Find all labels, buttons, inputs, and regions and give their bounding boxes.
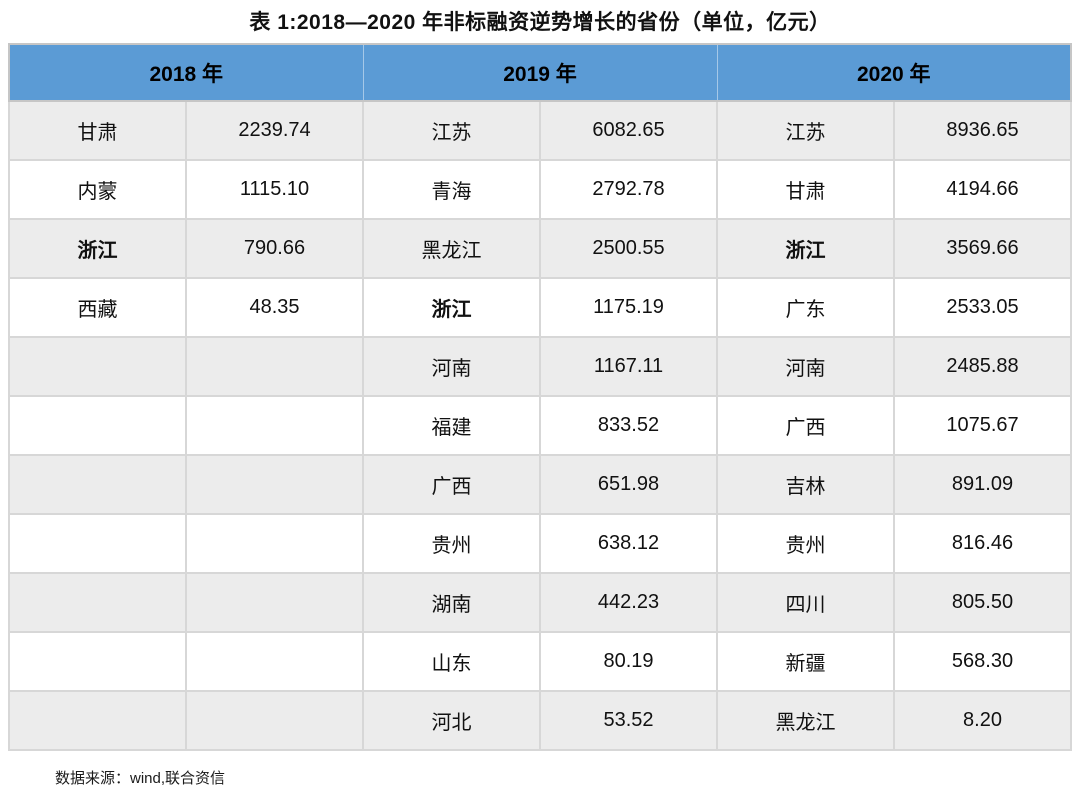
value-cell [185,513,364,574]
value-cell: 1175.19 [539,277,718,338]
province-cell [8,513,187,574]
province-cell: 黑龙江 [716,690,895,751]
table-row: 福建 833.52 广西 1075.67 [8,395,1072,456]
province-cell [8,572,187,633]
table-row: 浙江 790.66 黑龙江 2500.55 浙江 3569.66 [8,218,1072,279]
value-cell [185,454,364,515]
table-header: 2018 年 2019 年 2020 年 [8,44,1072,102]
value-cell: 1167.11 [539,336,718,397]
province-cell: 浙江 [8,218,187,279]
value-cell: 805.50 [893,572,1072,633]
province-cell [8,631,187,692]
value-cell [185,572,364,633]
table-row: 西藏 48.35 浙江 1175.19 广东 2533.05 [8,277,1072,338]
page-title: 表 1:2018—2020 年非标融资逆势增长的省份（单位，亿元） [249,11,831,34]
province-cell: 河南 [716,336,895,397]
table-row: 湖南 442.23 四川 805.50 [8,572,1072,633]
province-cell: 江苏 [716,100,895,161]
province-cell: 山东 [362,631,541,692]
value-cell: 2533.05 [893,277,1072,338]
provinces-table: 2018 年 2019 年 2020 年 甘肃 2239.74 江苏 6082.65 江… [8,43,1072,751]
table-row: 河南 1167.11 河南 2485.88 [8,336,1072,397]
province-cell: 吉林 [716,454,895,515]
province-cell: 广西 [362,454,541,515]
province-cell: 青海 [362,159,541,220]
year-header-2019: 2019 年 [362,44,718,102]
value-cell: 2485.88 [893,336,1072,397]
value-cell: 2792.78 [539,159,718,220]
province-cell: 浙江 [716,218,895,279]
header-row: 2018 年 2019 年 2020 年 [8,44,1072,102]
province-cell: 贵州 [362,513,541,574]
value-cell: 790.66 [185,218,364,279]
value-cell: 816.46 [893,513,1072,574]
value-cell: 1075.67 [893,395,1072,456]
province-cell: 甘肃 [716,159,895,220]
province-cell: 福建 [362,395,541,456]
value-cell: 568.30 [893,631,1072,692]
province-cell: 西藏 [8,277,187,338]
value-cell: 6082.65 [539,100,718,161]
value-cell: 638.12 [539,513,718,574]
value-cell: 4194.66 [893,159,1072,220]
value-cell: 2500.55 [539,218,718,279]
province-cell: 广东 [716,277,895,338]
province-cell: 新疆 [716,631,895,692]
province-cell: 四川 [716,572,895,633]
province-cell: 广西 [716,395,895,456]
year-header-2018: 2018 年 [8,44,364,102]
value-cell: 891.09 [893,454,1072,515]
value-cell [185,395,364,456]
province-cell [8,690,187,751]
province-cell: 黑龙江 [362,218,541,279]
table-row: 河北 53.52 黑龙江 8.20 [8,690,1072,751]
source-note: 数据来源：wind,联合资信 [55,770,226,787]
year-header-2020: 2020 年 [716,44,1072,102]
table-row: 内蒙 1115.10 青海 2792.78 甘肃 4194.66 [8,159,1072,220]
value-cell: 1115.10 [185,159,364,220]
value-cell: 651.98 [539,454,718,515]
province-cell: 湖南 [362,572,541,633]
value-cell: 3569.66 [893,218,1072,279]
value-cell: 8936.65 [893,100,1072,161]
table-row: 山东 80.19 新疆 568.30 [8,631,1072,692]
value-cell: 48.35 [185,277,364,338]
province-cell [8,454,187,515]
value-cell: 833.52 [539,395,718,456]
table-body: 甘肃 2239.74 江苏 6082.65 江苏 8936.65 内蒙 1115.10 青海 27… [8,100,1072,751]
province-cell [8,336,187,397]
value-cell: 8.20 [893,690,1072,751]
value-cell: 80.19 [539,631,718,692]
value-cell: 2239.74 [185,100,364,161]
province-cell: 河南 [362,336,541,397]
value-cell [185,690,364,751]
province-cell: 甘肃 [8,100,187,161]
province-cell [8,395,187,456]
province-cell: 浙江 [362,277,541,338]
value-cell [185,631,364,692]
province-cell: 河北 [362,690,541,751]
table-row: 贵州 638.12 贵州 816.46 [8,513,1072,574]
value-cell: 53.52 [539,690,718,751]
province-cell: 贵州 [716,513,895,574]
table-row: 广西 651.98 吉林 891.09 [8,454,1072,515]
table-row: 甘肃 2239.74 江苏 6082.65 江苏 8936.65 [8,100,1072,161]
province-cell: 内蒙 [8,159,187,220]
province-cell: 江苏 [362,100,541,161]
value-cell [185,336,364,397]
value-cell: 442.23 [539,572,718,633]
